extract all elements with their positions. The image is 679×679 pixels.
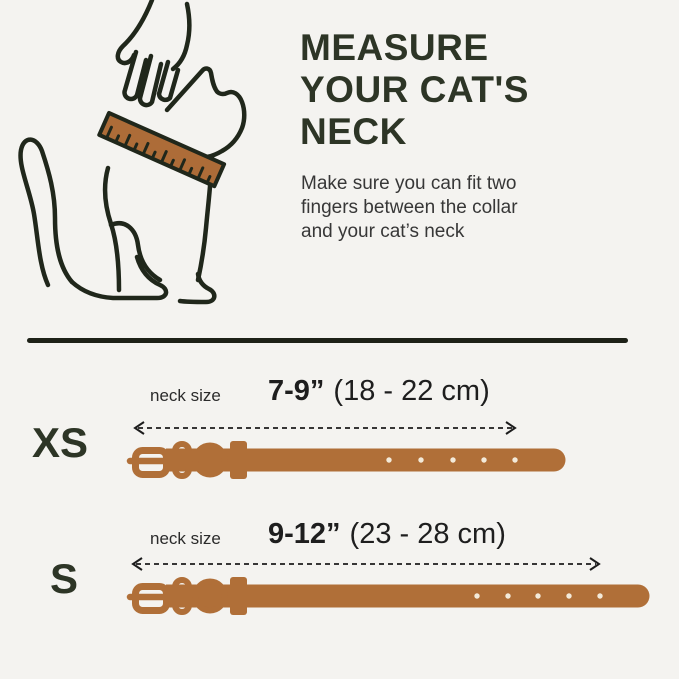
- collar-holes: [474, 593, 603, 599]
- page-title: MEASURE YOUR CAT'S NECK: [300, 27, 529, 153]
- collar-buckle: [132, 447, 170, 478]
- instruction-line: fingers between the collar: [301, 197, 518, 218]
- cat-measure-illustration: [18, 0, 247, 305]
- title-line: YOUR CAT'S: [300, 69, 529, 110]
- collar-slider: [230, 577, 247, 615]
- title-line: NECK: [300, 111, 407, 152]
- ruler-icon: [97, 111, 227, 189]
- collar-slider: [230, 441, 247, 479]
- neck-size-label: neck size: [150, 529, 221, 548]
- cat-head: [164, 66, 247, 160]
- neck-size-label: neck size: [150, 386, 221, 405]
- size-range-xs: 7-9” (18 - 22 cm): [268, 377, 490, 406]
- range-cm: (23 - 28 cm): [349, 518, 506, 550]
- title-line: MEASURE: [300, 27, 489, 68]
- dashed-arrow-s: [131, 557, 601, 571]
- size-range-s: 9-12” (23 - 28 cm): [268, 520, 506, 549]
- range-inches: 9-12”: [268, 518, 341, 550]
- collar-illustration-s: [126, 577, 650, 615]
- divider-line: [27, 338, 628, 343]
- size-label-s: S: [50, 555, 79, 602]
- cat-tail: [18, 137, 75, 288]
- size-label-xs: XS: [32, 419, 89, 466]
- instruction-text: Make sure you can fit two fingers betwee…: [301, 172, 518, 244]
- collar-holes: [386, 457, 518, 463]
- collar-illustration-xs: [126, 441, 566, 479]
- cat-outline: [69, 155, 217, 305]
- collar-buckle: [132, 583, 170, 614]
- collar-band: [166, 448, 566, 472]
- collar-keeper: [172, 441, 192, 479]
- collar-band: [166, 584, 650, 608]
- instruction-line: and your cat’s neck: [301, 221, 465, 242]
- collar-o-ring: [192, 578, 228, 614]
- instruction-line: Make sure you can fit two: [301, 173, 517, 194]
- collar-keeper: [172, 577, 192, 615]
- range-cm: (18 - 22 cm): [333, 375, 490, 407]
- range-inches: 7-9”: [268, 375, 325, 407]
- dashed-arrow-xs: [133, 421, 517, 435]
- hand-icon: [115, 0, 192, 108]
- collar-o-ring: [192, 442, 228, 478]
